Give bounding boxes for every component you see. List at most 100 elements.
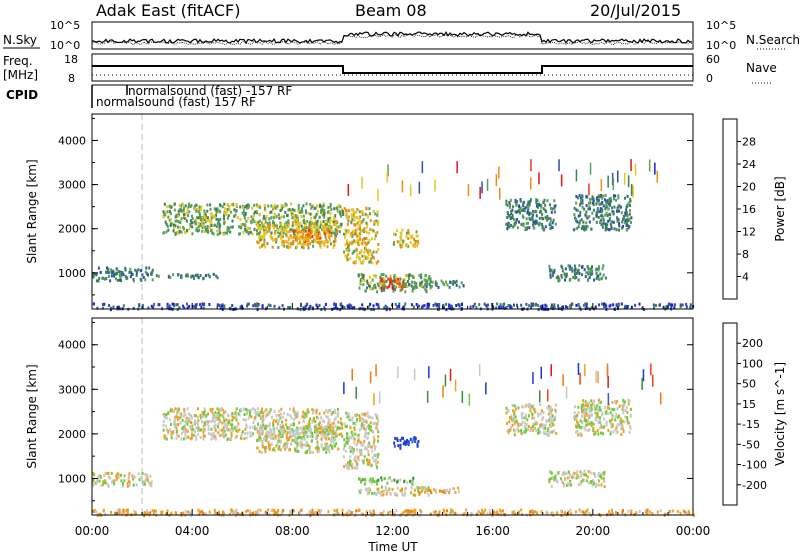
echo-cell [282, 445, 285, 449]
echo-cell [316, 204, 319, 208]
echo-cell [363, 239, 365, 243]
echo-cell [416, 488, 419, 492]
echo-cell [229, 230, 232, 234]
echo-cell [206, 225, 209, 229]
echo-cell [592, 199, 595, 203]
echo-cell [351, 306, 354, 310]
echo-cell [258, 450, 261, 454]
echo-cell [318, 421, 321, 425]
echo-cell [219, 408, 222, 411]
echo-cell [550, 471, 553, 475]
echo-cell [510, 305, 513, 309]
echo-cell [353, 249, 356, 253]
echo-cell [223, 429, 226, 433]
echo-cell [595, 211, 598, 215]
echo-cell [196, 274, 199, 278]
echo-cell [557, 471, 560, 474]
echo-cell [101, 306, 104, 310]
echo-cell [174, 425, 176, 428]
echo-cell [620, 425, 623, 429]
echo-cell [587, 267, 590, 271]
echo-cell [173, 422, 176, 426]
echo-cell [356, 234, 359, 238]
echo-cell [175, 430, 178, 433]
echo-cell [594, 418, 597, 422]
echo-cell [322, 204, 325, 208]
echo-cell [547, 412, 550, 416]
echo-cell [413, 488, 416, 492]
echo-cell [356, 240, 359, 244]
echo-cell [515, 210, 518, 214]
echo-cell [95, 279, 98, 283]
echo-cell [180, 209, 183, 213]
echo-cell [559, 477, 562, 481]
echo-cell [202, 306, 205, 310]
echo-cell [505, 411, 508, 415]
echo-cell [132, 483, 135, 487]
echo-cell [332, 421, 335, 425]
echo-cell [443, 283, 446, 287]
echo-cell [181, 432, 184, 436]
echo-cell [549, 217, 552, 221]
echo-streak [530, 177, 532, 190]
echo-cell [117, 472, 120, 476]
echo-cell [364, 256, 367, 260]
echo-cell [247, 217, 250, 220]
echo-cell [196, 421, 199, 425]
echo-cell [575, 272, 578, 275]
echo-cell [285, 229, 288, 233]
echo-cell [223, 410, 226, 414]
echo-cell [442, 281, 445, 285]
echo-cell [357, 437, 360, 441]
echo-streak [387, 164, 389, 177]
echo-cell [306, 237, 309, 241]
echo-cell [332, 246, 335, 249]
echo-cell [591, 265, 593, 269]
echo-cell [112, 271, 115, 275]
echo-cell [412, 476, 415, 480]
echo-cell [341, 209, 344, 213]
echo-cell [182, 225, 185, 229]
echo-cell [203, 421, 206, 425]
echo-cell [316, 223, 319, 226]
echo-cell [414, 493, 417, 497]
echo-cell [576, 474, 579, 477]
echo-cell [349, 462, 351, 466]
echo-cell [371, 449, 374, 453]
echo-cell [393, 274, 396, 277]
echo-cell [529, 429, 532, 433]
echo-cell [428, 277, 430, 281]
echo-cell [626, 194, 629, 198]
echo-cell [327, 419, 330, 423]
echo-cell [184, 430, 187, 434]
echo-cell [566, 512, 568, 516]
echo-cell [253, 227, 256, 231]
echo-cell [169, 428, 171, 432]
echo-cell [234, 209, 237, 213]
echo-cell [375, 458, 377, 462]
echo-cell [179, 415, 182, 419]
echo-cell [506, 212, 509, 215]
echo-cell [251, 425, 254, 429]
colorbar-frame [722, 118, 738, 300]
echo-streak [355, 386, 357, 399]
echo-cell [552, 271, 555, 275]
colorbar-tick-label: 20 [742, 181, 756, 194]
echo-cell [406, 481, 409, 485]
echo-cell [358, 210, 361, 214]
echo-cell [569, 482, 572, 485]
echo-cell [268, 221, 271, 225]
echo-cell [217, 303, 220, 307]
echo-cell [361, 422, 363, 426]
echo-cell [618, 423, 621, 427]
echo-cell [181, 427, 184, 430]
echo-cell [536, 199, 539, 202]
echo-cell [93, 272, 96, 276]
echo-cell [571, 302, 574, 306]
echo-cell [514, 407, 517, 411]
echo-cell [394, 288, 396, 291]
echo-cell [370, 445, 373, 449]
colorbar-label: Velocity [m s^-1] [773, 362, 787, 466]
echo-cell [245, 219, 248, 223]
echo-cell [263, 238, 266, 242]
